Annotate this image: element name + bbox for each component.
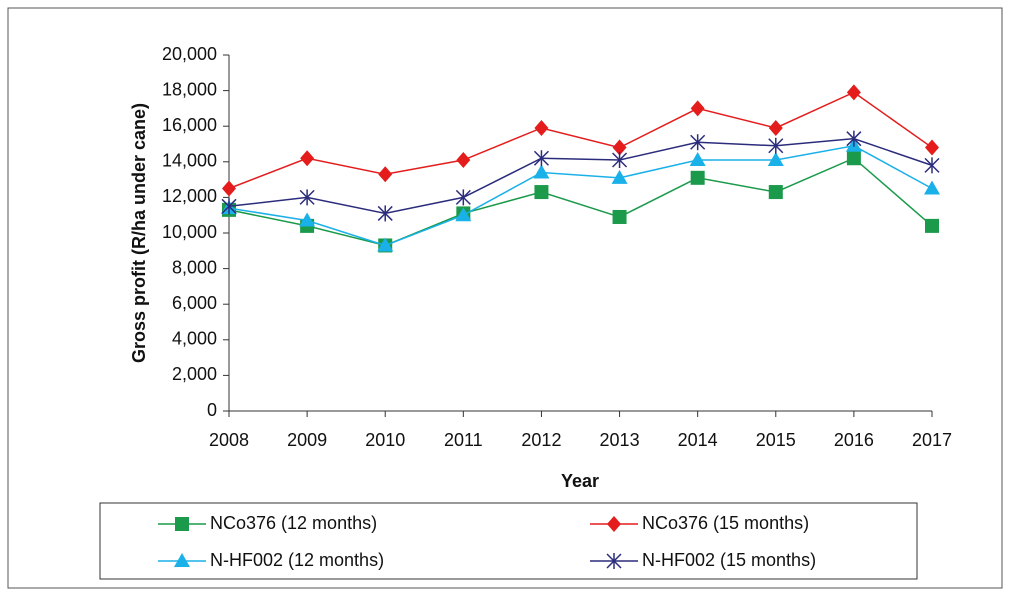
y-tick-label: 2,000 <box>172 364 217 384</box>
legend-label: N-HF002 (12 months) <box>210 550 384 570</box>
series-line <box>228 91 933 190</box>
x-tick-label: 2009 <box>287 430 327 450</box>
marker <box>924 180 940 195</box>
marker <box>534 185 549 200</box>
legend-box <box>99 502 918 580</box>
x-tick-label: 2014 <box>678 430 718 450</box>
y-tick-label: 20,000 <box>162 44 217 64</box>
marker <box>456 152 471 169</box>
y-tick-label: 4,000 <box>172 329 217 349</box>
marker <box>846 84 861 101</box>
marker <box>378 166 393 183</box>
x-tick-label: 2015 <box>756 430 796 450</box>
marker <box>924 157 940 174</box>
legend-label: NCo376 (15 months) <box>642 513 809 533</box>
series-line <box>228 144 933 247</box>
x-tick-label: 2012 <box>521 430 561 450</box>
x-tick-label: 2011 <box>444 430 483 450</box>
y-tick-label: 0 <box>207 400 217 420</box>
y-axis-title: Gross profit (R/ha under cane) <box>129 103 149 363</box>
x-tick-label: 2016 <box>834 430 874 450</box>
marker <box>300 150 315 167</box>
y-tick-label: 10,000 <box>162 222 217 242</box>
legend-label: N-HF002 (15 months) <box>642 550 816 570</box>
marker <box>689 152 706 167</box>
y-tick-label: 14,000 <box>162 151 217 171</box>
marker <box>299 189 315 206</box>
marker <box>925 139 939 156</box>
marker <box>768 185 783 200</box>
legend-label: NCo376 (12 months) <box>210 513 377 533</box>
marker <box>767 152 784 167</box>
marker <box>768 119 783 136</box>
series-line <box>228 157 933 247</box>
marker <box>612 209 627 224</box>
y-tick-label: 18,000 <box>162 79 217 99</box>
x-tick-label: 2008 <box>209 430 249 450</box>
x-axis-title: Year <box>561 471 599 491</box>
marker <box>925 218 939 233</box>
x-tick-label: 2017 <box>912 430 952 450</box>
marker <box>690 170 705 185</box>
marker <box>606 553 622 569</box>
marker <box>175 517 189 531</box>
series-line <box>228 137 933 215</box>
marker <box>846 130 862 147</box>
marker <box>299 212 316 227</box>
marker <box>455 189 471 206</box>
marker <box>607 516 621 532</box>
y-tick-label: 8,000 <box>172 257 217 277</box>
marker <box>377 205 393 222</box>
marker <box>221 198 237 215</box>
marker <box>377 237 394 252</box>
x-tick-label: 2013 <box>600 430 640 450</box>
marker <box>846 151 861 166</box>
marker <box>612 139 627 156</box>
marker <box>690 134 706 151</box>
marker <box>611 169 628 184</box>
y-tick-label: 12,000 <box>162 186 217 206</box>
marker <box>174 553 190 567</box>
y-tick-label: 6,000 <box>172 293 217 313</box>
y-tick-label: 16,000 <box>162 115 217 135</box>
x-tick-label: 2010 <box>365 430 405 450</box>
marker <box>533 150 549 167</box>
marker <box>612 152 628 169</box>
marker <box>534 119 549 136</box>
frame <box>7 7 1003 589</box>
marker <box>533 164 550 179</box>
marker <box>455 207 472 222</box>
marker <box>690 100 705 117</box>
marker <box>222 180 236 197</box>
marker <box>768 137 784 154</box>
